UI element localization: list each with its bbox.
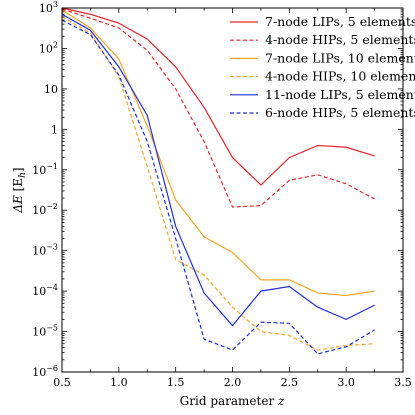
x-tick-label-3: 2.0 (224, 376, 242, 389)
series-line-3 (61, 16, 375, 351)
y-tick-label-1: 10 (44, 83, 58, 96)
y-axis-title-unit-close: ] (11, 167, 25, 172)
legend-label-2: 7-node LIPs, 10 elements (265, 50, 415, 65)
series-line-2 (61, 9, 375, 297)
legend-label-5: 6-node HIPs, 5 elements (265, 105, 415, 120)
y-tick-label--4: 10−4 (32, 283, 58, 298)
x-tick-label-1: 1.0 (110, 376, 128, 389)
x-axis-title: Grid parameter z (180, 394, 285, 408)
y-tick-label-0: 1 (51, 123, 58, 136)
x-tick-label-6: 3.5 (394, 376, 412, 389)
legend-label-0: 7-node LIPs, 5 elements (265, 14, 415, 29)
y-axis-title-symbol: ΔE (11, 195, 25, 214)
y-tick-label--5: 10−5 (32, 324, 58, 339)
y-tick-label--3: 10−3 (32, 243, 58, 258)
y-axis-title-unit-sub: h (18, 172, 28, 178)
x-tick-label-2: 1.5 (167, 376, 185, 389)
x-tick-label-5: 3.0 (337, 376, 355, 389)
legend-label-1: 4-node HIPs, 5 elements (265, 32, 415, 47)
y-tick-label-3: 103 (39, 0, 58, 15)
series-line-1 (61, 8, 375, 208)
x-axis-title-prefix: Grid parameter (180, 394, 275, 408)
y-axis-title-unit: [E (11, 178, 25, 191)
series-layer (61, 7, 375, 355)
legend: 7-node LIPs, 5 elements 4-node HIPs, 5 el… (230, 14, 415, 120)
ticks-layer: 0.5 1.0 1.5 2.0 2.5 3.0 3.5 10−6 10−5 10−4 10−3 10−… (32, 0, 412, 389)
x-tick-label-0: 0.5 (53, 376, 71, 389)
series-line-5 (61, 19, 375, 355)
legend-label-3: 4-node HIPs, 10 elements (265, 69, 415, 84)
y-tick-label--1: 10−1 (32, 162, 58, 177)
y-tick-label--6: 10−6 (32, 364, 58, 379)
x-axis-title-symbol: z (277, 394, 285, 408)
y-tick-label-2: 102 (39, 40, 58, 55)
series-line-4 (61, 13, 375, 327)
y-tick-label--2: 10−2 (32, 202, 58, 217)
y-axis-title: ΔE [Eh] (11, 167, 28, 213)
legend-label-4: 11-node LIPs, 5 elements (265, 87, 415, 102)
x-tick-label-4: 2.5 (281, 376, 299, 389)
series-line-0 (61, 7, 375, 186)
